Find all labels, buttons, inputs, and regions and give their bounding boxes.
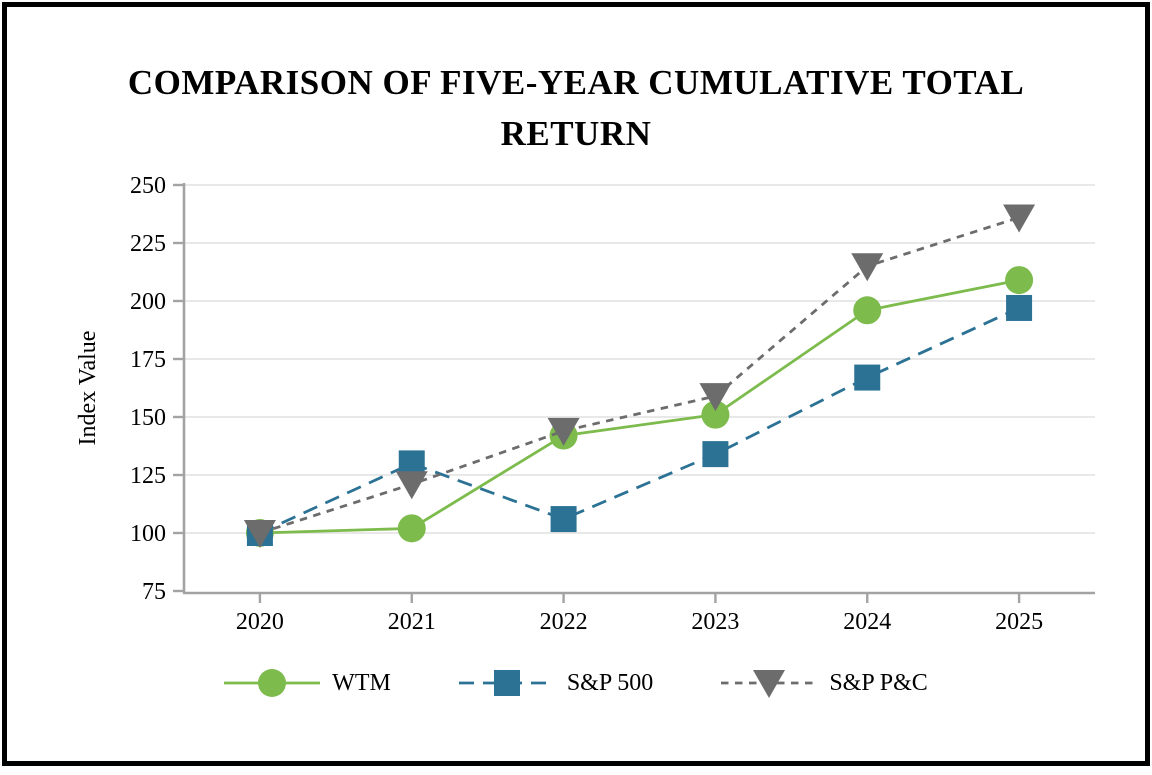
- x-tick-label: 2020: [236, 609, 284, 635]
- legend-label: WTM: [332, 670, 391, 697]
- y-tick-label: 175: [130, 347, 166, 373]
- legend-swatch-triangle-down-icon: [721, 665, 817, 701]
- x-tick-label: 2025: [995, 609, 1043, 635]
- legend-label: S&P P&C: [829, 670, 928, 697]
- legend-item: WTM: [224, 665, 391, 701]
- data-point-marker: [551, 506, 577, 532]
- y-tick-label: 250: [130, 173, 166, 199]
- y-tick-label: 200: [130, 289, 166, 315]
- legend-swatch-square-icon: [459, 665, 555, 701]
- data-point-marker: [1006, 295, 1032, 321]
- legend: WTM S&P 500 S&P P&C: [7, 659, 1145, 707]
- series-line-wtm: [260, 280, 1019, 533]
- y-tick-label: 75: [142, 579, 166, 605]
- legend-item: S&P P&C: [721, 665, 928, 701]
- legend-marker-icon: [494, 670, 520, 696]
- legend-swatch-circle-icon: [224, 665, 320, 701]
- legend-marker-icon: [258, 669, 286, 697]
- y-tick-label: 225: [130, 231, 166, 257]
- x-tick-label: 2022: [540, 609, 588, 635]
- data-point-marker: [1003, 204, 1035, 232]
- data-point-marker: [396, 471, 428, 499]
- x-tick-label: 2021: [388, 609, 436, 635]
- data-point-marker: [854, 365, 880, 391]
- y-axis-title: Index Value: [75, 331, 101, 446]
- data-point-marker: [702, 441, 728, 467]
- x-tick-label: 2023: [691, 609, 739, 635]
- data-point-marker: [398, 514, 426, 542]
- y-tick-label: 100: [130, 521, 166, 547]
- x-tick-label: 2024: [843, 609, 891, 635]
- series-line-s-p-500: [260, 308, 1019, 533]
- legend-item: S&P 500: [459, 665, 653, 701]
- y-tick-label: 125: [130, 463, 166, 489]
- legend-label: S&P 500: [567, 670, 653, 697]
- data-point-marker: [1005, 266, 1033, 294]
- data-point-marker: [853, 296, 881, 324]
- y-tick-label: 150: [130, 405, 166, 431]
